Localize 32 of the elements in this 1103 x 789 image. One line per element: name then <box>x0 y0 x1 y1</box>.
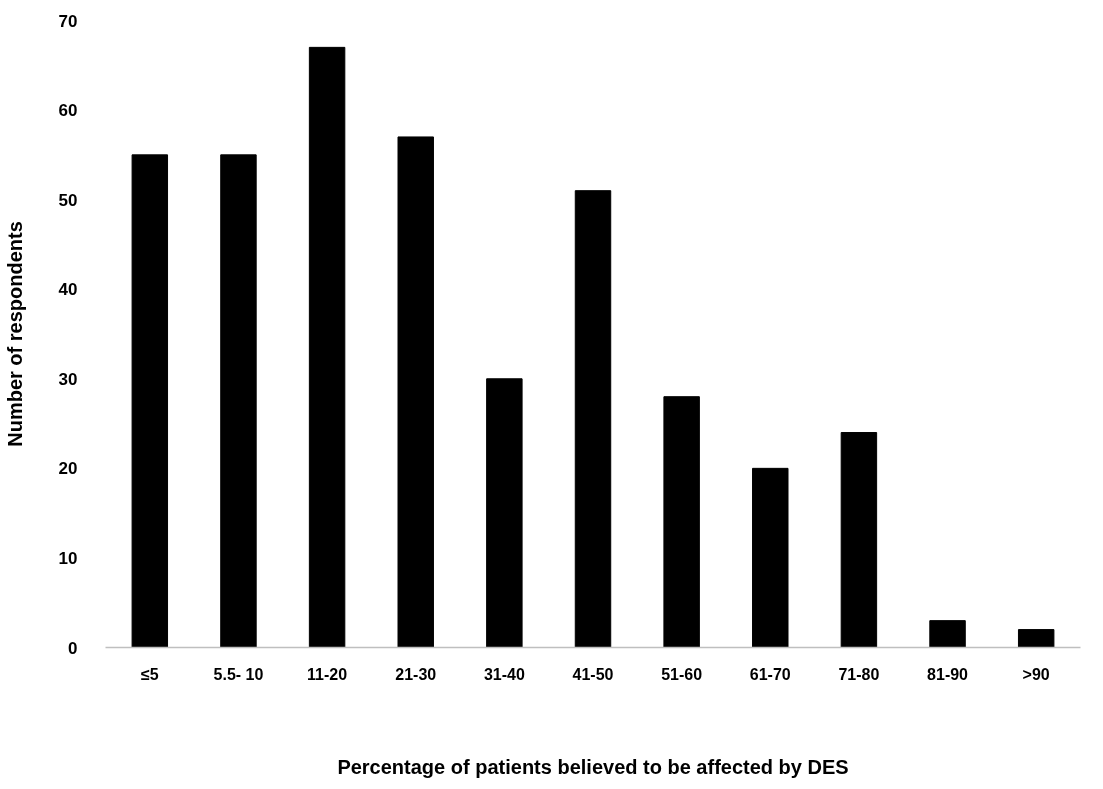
bar <box>574 190 612 648</box>
x-tick-label: 51-60 <box>661 665 703 683</box>
y-tick-label: 60 <box>58 101 78 121</box>
y-tick-label: 30 <box>58 369 78 389</box>
bar <box>663 396 700 648</box>
x-axis-title: Percentage of patients believed to be affected by DES <box>337 755 849 778</box>
bar <box>220 154 257 648</box>
bar <box>1017 629 1055 648</box>
x-tick-label: 71-80 <box>838 665 880 683</box>
x-tick-label: ≤5 <box>140 665 159 683</box>
bar <box>486 378 523 648</box>
x-tick-label: 81-90 <box>927 665 969 683</box>
x-tick-label: 61-70 <box>749 665 791 683</box>
x-tick-label: 31-40 <box>483 665 525 683</box>
bar <box>131 154 169 648</box>
y-tick-label: 20 <box>58 459 78 479</box>
x-tick-label: 41-50 <box>572 665 614 683</box>
bar <box>929 620 966 648</box>
x-tick-label: 21-30 <box>395 665 437 683</box>
x-tick-label: 5.5- 10 <box>213 665 264 683</box>
bar <box>308 46 346 648</box>
x-tick-label: 11-20 <box>307 665 348 683</box>
y-tick-label: 10 <box>58 548 78 568</box>
bar <box>397 136 434 648</box>
y-tick-label: 70 <box>58 11 78 31</box>
y-tick-label: 40 <box>58 280 78 300</box>
bar <box>752 467 789 648</box>
y-tick-label: 0 <box>68 638 78 658</box>
y-tick-label: 50 <box>58 190 78 210</box>
y-axis-title: Number of respondents <box>3 221 26 447</box>
bar <box>840 432 878 648</box>
x-tick-label: >90 <box>1022 665 1050 683</box>
